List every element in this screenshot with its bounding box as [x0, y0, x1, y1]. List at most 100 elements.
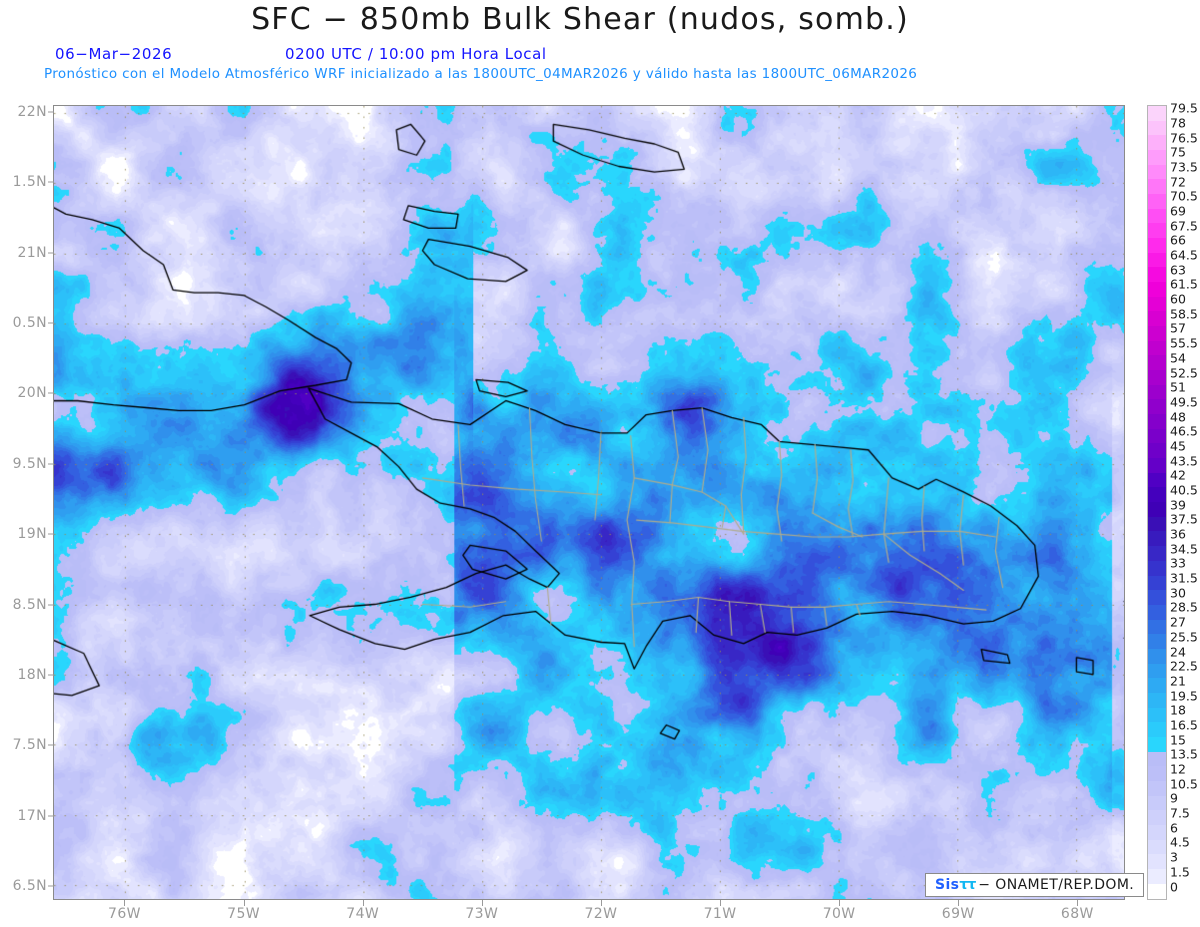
colorbar-tick-label: 57 [1170, 320, 1186, 336]
y-axis-tick-label: 8.5N [12, 596, 47, 613]
colorbar-swatch [1148, 384, 1166, 400]
colorbar-swatch [1148, 487, 1166, 503]
colorbar-swatches [1147, 105, 1167, 900]
colorbar-swatch [1148, 443, 1166, 459]
colorbar-swatch [1148, 575, 1166, 591]
colorbar-tick-label: 7.5 [1170, 805, 1190, 821]
y-axis-tick-mark [48, 111, 54, 113]
colorbar-tick-label: 40.5 [1170, 482, 1198, 498]
colorbar-swatch [1148, 751, 1166, 767]
y-axis-tick-mark [48, 322, 54, 324]
x-axis-tick-label: 75W [227, 906, 260, 922]
y-axis-tick-label: 19N [17, 526, 47, 543]
colorbar-swatch [1148, 238, 1166, 253]
colorbar-swatch [1148, 120, 1166, 136]
colorbar-swatch [1148, 208, 1166, 224]
colorbar-tick-label: 36 [1170, 526, 1186, 542]
colorbar-swatch [1148, 252, 1166, 268]
colorbar-tick-label: 18 [1170, 702, 1186, 718]
colorbar-tick-label: 51 [1170, 379, 1186, 395]
y-axis-tick-label: 6.5N [12, 877, 47, 894]
x-axis-tick-label: 71W [703, 906, 737, 922]
colorbar-swatch [1148, 472, 1166, 488]
page-title: SFC − 850mb Bulk Shear (nudos, somb.) [251, 2, 909, 37]
colorbar-swatch [1148, 546, 1166, 561]
colorbar-tick-label: 9 [1170, 790, 1178, 806]
x-axis-tick-mark [958, 900, 960, 906]
colorbar-swatch [1148, 780, 1166, 796]
colorbar-tick-label: 46.5 [1170, 423, 1198, 439]
colorbar-tick-label: 75 [1170, 144, 1186, 160]
colorbar-swatch [1148, 868, 1166, 884]
x-axis-tick-mark [839, 900, 841, 906]
colorbar-swatch [1148, 736, 1166, 752]
colorbar-tick-label: 25.5 [1170, 629, 1198, 645]
x-axis-tick-mark [600, 900, 602, 906]
colorbar-swatch [1148, 326, 1166, 341]
colorbar-tick-label: 39 [1170, 497, 1186, 513]
attribution-badge: Sis ττ − ONAMET/REP.DOM. [925, 873, 1145, 897]
colorbar-swatch [1148, 194, 1166, 209]
colorbar-swatch [1148, 854, 1166, 869]
x-axis-tick-label: 70W [822, 906, 856, 922]
y-axis-tick-label: 18N [17, 666, 47, 683]
colorbar-swatch [1148, 663, 1166, 679]
colorbar-tick-label: 22.5 [1170, 658, 1198, 674]
colorbar-tick-label: 1.5 [1170, 864, 1190, 880]
colorbar-swatch [1148, 604, 1166, 620]
forecast-time: 0200 UTC / 10:00 pm Hora Local [285, 45, 547, 63]
colorbar-tick-label: 0 [1170, 879, 1178, 895]
x-axis-tick-label: 69W [941, 906, 975, 922]
x-axis-tick-mark [1077, 900, 1079, 906]
brand-agency-label: − ONAMET/REP.DOM. [978, 877, 1135, 893]
colorbar-tick-label: 24 [1170, 644, 1186, 660]
x-axis-tick-label: 73W [465, 906, 499, 922]
y-axis-tick-label: 1.5N [12, 174, 47, 191]
colorbar-swatch [1148, 839, 1166, 855]
colorbar-tick-label: 34.5 [1170, 541, 1198, 557]
colorbar-tick-label: 37.5 [1170, 511, 1198, 527]
colorbar-swatch [1148, 560, 1166, 576]
colorbar-swatch [1148, 135, 1166, 151]
colorbar-tick-label: 15 [1170, 732, 1186, 748]
colorbar-swatch [1148, 179, 1166, 195]
y-axis-tick-mark [48, 674, 54, 676]
x-axis-tick-mark [362, 900, 364, 906]
colorbar-swatch [1148, 707, 1166, 723]
colorbar-swatch [1148, 502, 1166, 517]
colorbar-tick-label: 31.5 [1170, 570, 1198, 586]
forecast-date: 06−Mar−2026 [55, 45, 173, 63]
colorbar-swatch [1148, 282, 1166, 297]
colorbar-swatch [1148, 722, 1166, 737]
colorbar-tick-label: 60 [1170, 291, 1186, 307]
colorbar-swatch [1148, 106, 1166, 121]
colorbar-swatch [1148, 766, 1166, 781]
x-axis-tick-mark [481, 900, 483, 906]
y-axis-tick-mark [48, 885, 54, 887]
model-footnote: Pronóstico con el Modelo Atmosférico WRF… [44, 66, 918, 82]
y-axis-tick-mark [48, 181, 54, 183]
colorbar-tick-label: 43.5 [1170, 453, 1198, 469]
colorbar-tick-label: 54 [1170, 350, 1186, 366]
map-frame[interactable] [53, 105, 1125, 900]
x-axis-tick-label: 74W [346, 906, 380, 922]
colorbar-swatch [1148, 428, 1166, 444]
colorbar-swatch [1148, 648, 1166, 664]
colorbar-swatch [1148, 795, 1166, 811]
y-axis-tick-label: 17N [17, 807, 47, 824]
colorbar-swatch [1148, 516, 1166, 532]
x-axis-tick-label: 76W [108, 906, 141, 922]
x-axis-tick-mark [720, 900, 722, 906]
brand-symbol-icon: ττ [959, 877, 976, 893]
colorbar-swatch [1148, 590, 1166, 605]
brand-prefix-label: Sis [935, 877, 960, 893]
colorbar-tick-label: 21 [1170, 673, 1186, 689]
y-axis-tick-mark [48, 744, 54, 746]
colorbar-swatch [1148, 370, 1166, 385]
colorbar-tick-label: 52.5 [1170, 365, 1198, 381]
colorbar-tick-label: 45 [1170, 438, 1186, 454]
colorbar-swatch [1148, 340, 1166, 356]
colorbar-swatch [1148, 399, 1166, 415]
colorbar-tick-label: 66 [1170, 232, 1186, 248]
